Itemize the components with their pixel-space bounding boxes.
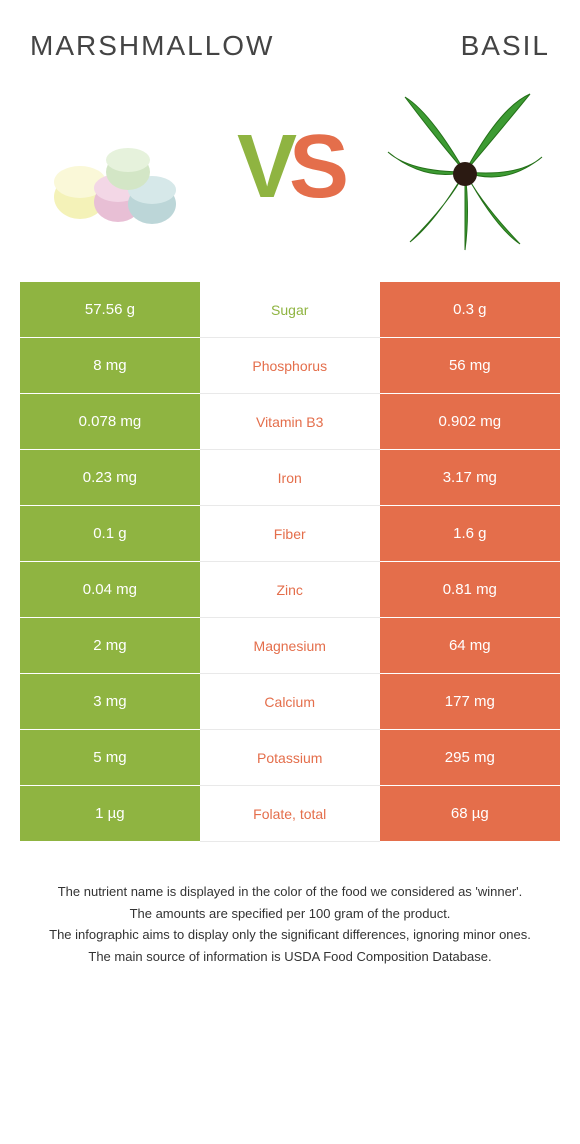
left-value: 0.1 g: [20, 506, 200, 562]
nutrient-name: Calcium: [200, 674, 380, 730]
table-row: 3 mgCalcium177 mg: [20, 674, 560, 730]
right-food-title: Basil: [461, 30, 550, 62]
table-row: 8 mgPhosphorus56 mg: [20, 338, 560, 394]
nutrient-name: Sugar: [200, 282, 380, 338]
nutrient-name: Folate, total: [200, 786, 380, 842]
right-value: 0.3 g: [380, 282, 560, 338]
title-row: Marshmallow Basil: [20, 20, 560, 82]
table-row: 0.23 mgIron3.17 mg: [20, 450, 560, 506]
right-value: 3.17 mg: [380, 450, 560, 506]
left-value: 3 mg: [20, 674, 200, 730]
left-value: 0.078 mg: [20, 394, 200, 450]
left-value: 1 µg: [20, 786, 200, 842]
footnote-line: The nutrient name is displayed in the co…: [32, 882, 548, 902]
nutrient-name: Magnesium: [200, 618, 380, 674]
nutrient-name: Fiber: [200, 506, 380, 562]
vs-label: VS: [237, 116, 343, 219]
left-value: 8 mg: [20, 338, 200, 394]
left-food-title: Marshmallow: [30, 30, 274, 62]
footnotes: The nutrient name is displayed in the co…: [20, 842, 560, 988]
right-value: 0.902 mg: [380, 394, 560, 450]
vs-s: S: [289, 116, 343, 219]
left-value: 0.04 mg: [20, 562, 200, 618]
basil-image: [380, 82, 550, 252]
left-value: 0.23 mg: [20, 450, 200, 506]
table-row: 2 mgMagnesium64 mg: [20, 618, 560, 674]
vs-v: V: [237, 116, 291, 219]
marshmallow-image: [30, 82, 200, 252]
nutrient-table: 57.56 gSugar0.3 g8 mgPhosphorus56 mg0.07…: [20, 282, 560, 842]
nutrient-name: Vitamin B3: [200, 394, 380, 450]
nutrient-name: Potassium: [200, 730, 380, 786]
hero-row: VS: [20, 82, 560, 282]
left-value: 2 mg: [20, 618, 200, 674]
left-value: 5 mg: [20, 730, 200, 786]
left-value: 57.56 g: [20, 282, 200, 338]
table-row: 0.04 mgZinc0.81 mg: [20, 562, 560, 618]
right-value: 64 mg: [380, 618, 560, 674]
right-value: 1.6 g: [380, 506, 560, 562]
table-row: 5 mgPotassium295 mg: [20, 730, 560, 786]
footnote-line: The amounts are specified per 100 gram o…: [32, 904, 548, 924]
nutrient-name: Phosphorus: [200, 338, 380, 394]
right-value: 56 mg: [380, 338, 560, 394]
right-value: 68 µg: [380, 786, 560, 842]
table-row: 0.1 gFiber1.6 g: [20, 506, 560, 562]
right-value: 295 mg: [380, 730, 560, 786]
nutrient-name: Zinc: [200, 562, 380, 618]
nutrient-name: Iron: [200, 450, 380, 506]
right-value: 177 mg: [380, 674, 560, 730]
table-row: 0.078 mgVitamin B30.902 mg: [20, 394, 560, 450]
footnote-line: The infographic aims to display only the…: [32, 925, 548, 945]
right-value: 0.81 mg: [380, 562, 560, 618]
footnote-line: The main source of information is USDA F…: [32, 947, 548, 967]
table-row: 1 µgFolate, total68 µg: [20, 786, 560, 842]
table-row: 57.56 gSugar0.3 g: [20, 282, 560, 338]
